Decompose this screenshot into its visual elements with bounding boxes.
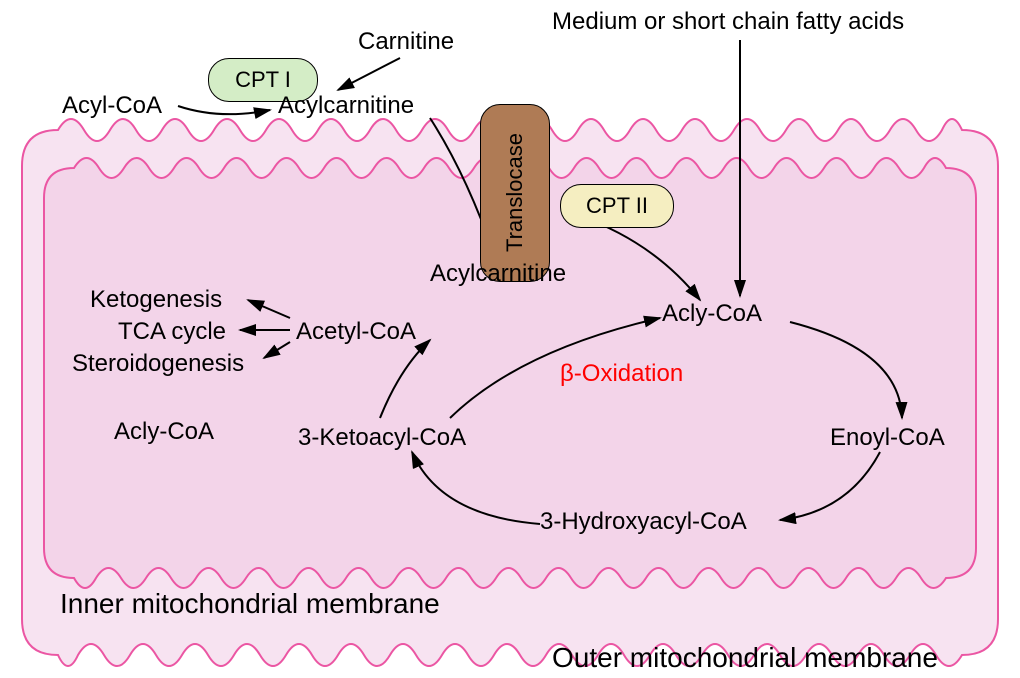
acetyl-to-steroido-arrow (264, 342, 290, 358)
tcacycle-label: TCA cycle (118, 318, 226, 346)
aclycoa2-label: Acly-CoA (114, 418, 214, 446)
acylcarnitine_in-label: Acylcarnitine (430, 260, 566, 288)
aclycoa-label: Acly-CoA (662, 300, 762, 328)
cpt1-label: CPT I (235, 67, 291, 93)
translocase-label: Translocase (502, 133, 528, 252)
carnitine-to-acylcarnitine-arrow (338, 58, 400, 90)
enoyl-to-hydroxy-arrow (780, 452, 880, 520)
acylcoa_top-label: Acyl-CoA (62, 92, 162, 120)
cpt2-to-aclycoa-arrow (600, 224, 700, 300)
ketoacyl-label: 3-Ketoacyl-CoA (298, 424, 466, 452)
carnitine-label: Carnitine (358, 28, 454, 56)
inner_mem-label: Inner mitochondrial membrane (60, 588, 440, 620)
mcfa-label: Medium or short chain fatty acids (552, 8, 904, 36)
ketogenesis-label: Ketogenesis (90, 286, 222, 314)
cpt2-enzyme: CPT II (560, 184, 674, 228)
acetylcoa-label: Acetyl-CoA (296, 318, 416, 346)
enoylcoa-label: Enoyl-CoA (830, 424, 945, 452)
acylcoa-to-acylcarnitine-arrow (178, 106, 270, 114)
ketoacyl-to-acetyl-arrow (380, 340, 430, 418)
aclycoa-to-enoyl-arrow (790, 322, 902, 418)
hydroxy-label: 3-Hydroxyacyl-CoA (540, 508, 747, 536)
steroido-label: Steroidogenesis (72, 350, 244, 378)
outer_mem-label: Outer mitochondrial membrane (552, 642, 938, 674)
acylcarnitine_top-label: Acylcarnitine (278, 92, 414, 120)
hydroxy-to-ketoacyl-arrow (412, 452, 540, 524)
beta-label: β-Oxidation (560, 360, 683, 388)
cpt2-label: CPT II (586, 193, 648, 219)
acetyl-to-ketogenesis-arrow (248, 300, 290, 318)
translocase-enzyme: Translocase (480, 104, 550, 282)
